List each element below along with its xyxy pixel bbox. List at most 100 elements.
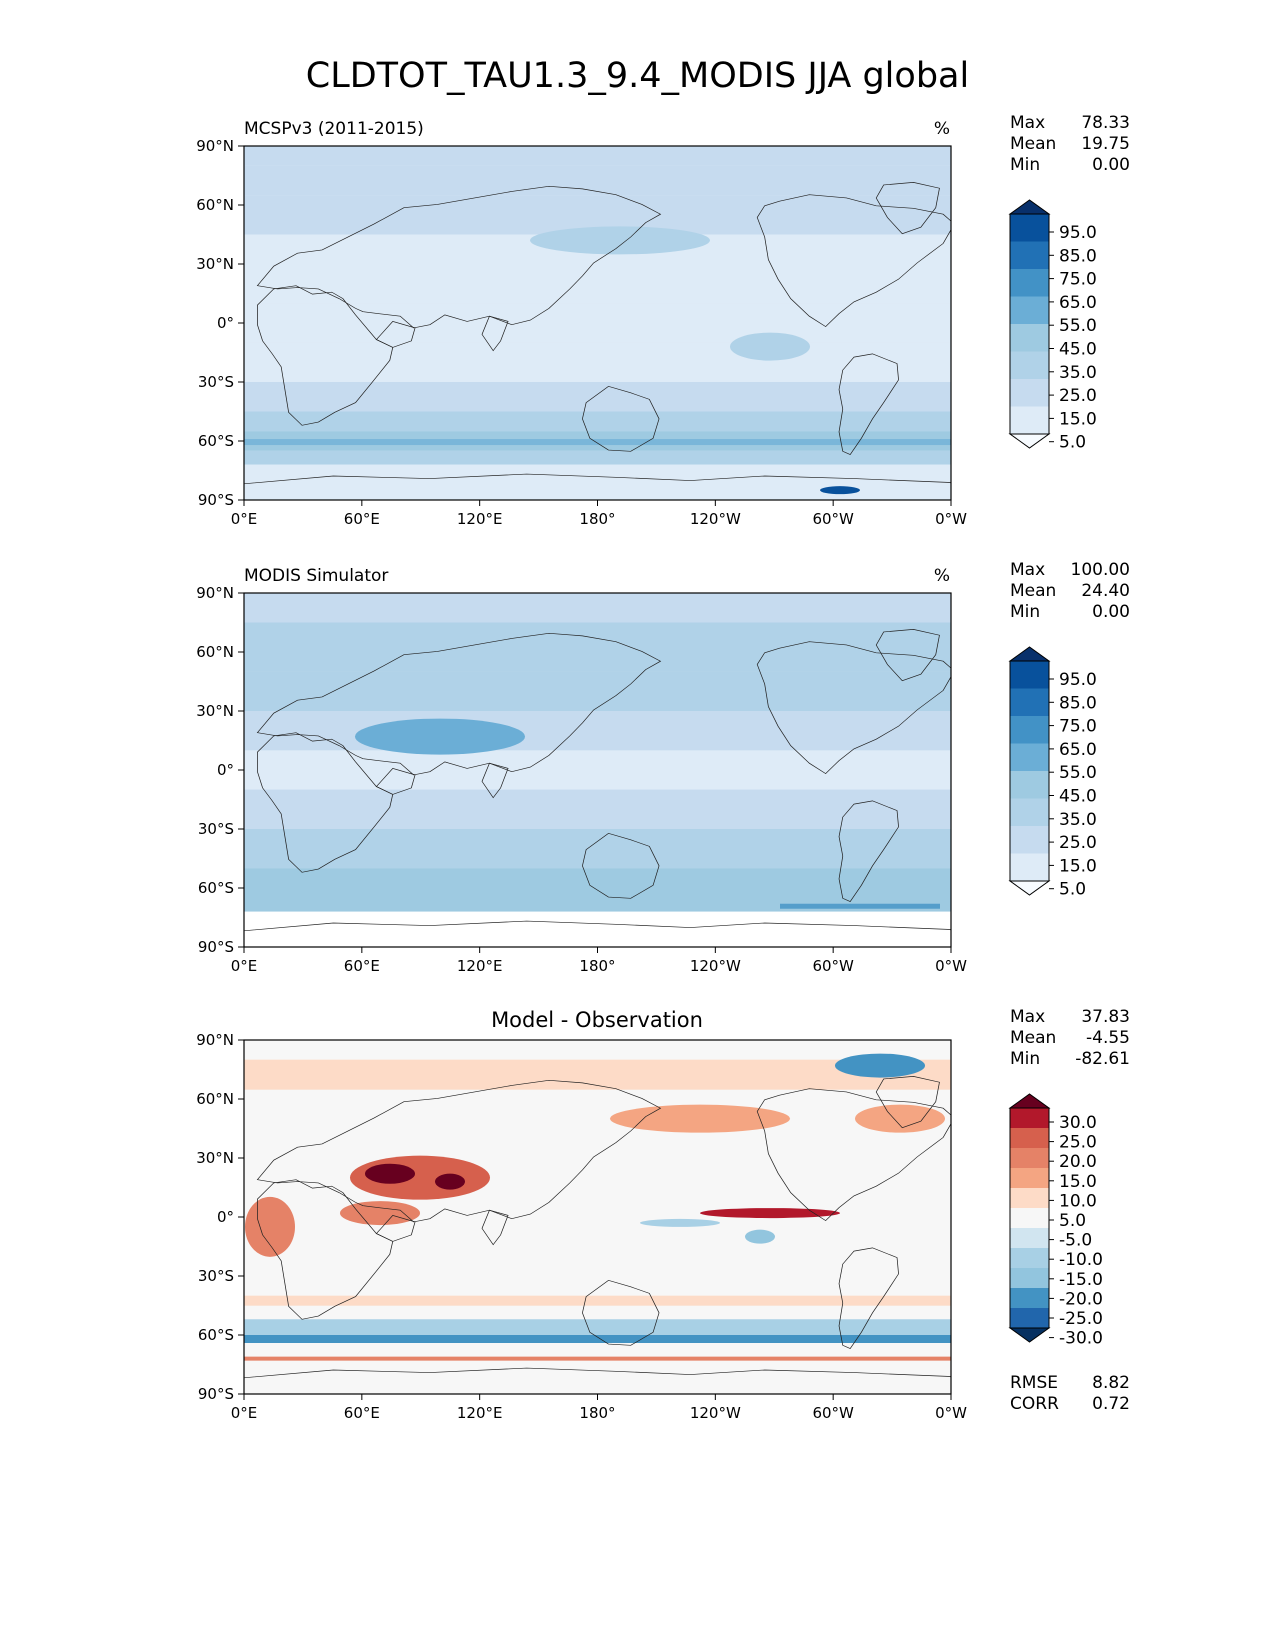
stat-value: -82.61	[1075, 1049, 1130, 1069]
colorbar-segment	[1010, 351, 1049, 380]
x-tick-label: 0°E	[231, 510, 258, 528]
colorbar-tick-label: 65.0	[1059, 293, 1097, 313]
colorbar-segment	[1010, 1228, 1049, 1249]
colorbar-extend-min	[1008, 1327, 1051, 1343]
y-tick-label: 30°N	[196, 1149, 234, 1167]
colorbar-tick-label: 75.0	[1059, 717, 1097, 737]
colorbar-tick-label: 15.0	[1059, 1172, 1097, 1192]
stat-label: Max	[1010, 560, 1045, 580]
colorbar-tick-label: 30.0	[1059, 1113, 1097, 1133]
colorbar-segment	[1010, 324, 1049, 352]
colorbar-segment	[1010, 1168, 1049, 1189]
colorbar-extend-max	[1008, 1093, 1051, 1109]
figure-title: CLDTOT_TAU1.3_9.4_MODIS JJA global	[305, 56, 970, 96]
y-tick-label: 30°S	[198, 373, 234, 391]
y-tick-label: 60°N	[196, 196, 234, 214]
stat-label: Min	[1010, 1049, 1040, 1069]
panel-observation: MCSPv3 (2011-2015) % 0°E 60°E 120°E 180° 120…	[196, 113, 1130, 528]
colorbar-tick-label: -5.0	[1059, 1231, 1092, 1251]
colorbar: 95.0 85.0 75.0 65.0 55.0 45.0 35.0 25.0 15.0 5.0	[1008, 646, 1097, 900]
stat-value: 100.00	[1071, 560, 1130, 580]
stat-label: Min	[1010, 155, 1040, 175]
observation-map	[244, 146, 951, 500]
colorbar-tick-label: 85.0	[1059, 246, 1097, 266]
colorbar-tick-label: -15.0	[1059, 1270, 1103, 1290]
x-tick-label: 60°E	[344, 957, 380, 975]
colorbar-segment	[1010, 743, 1049, 772]
map-axis-ticks: 0°E 60°E 120°E 180° 120°W 60°W 0°W 90°N 60°N 30°N…	[196, 584, 967, 975]
y-tick-label: 90°N	[196, 1031, 234, 1049]
stat-label: Mean	[1010, 134, 1056, 154]
y-tick-label: 60°N	[196, 643, 234, 661]
colorbar-tick-label: -10.0	[1059, 1250, 1103, 1270]
x-tick-label: 120°W	[690, 957, 741, 975]
colorbar-segment	[1010, 771, 1049, 799]
colorbar-tick-label: 5.0	[1059, 880, 1086, 900]
y-tick-label: 90°S	[198, 1385, 234, 1403]
colorbar-segment	[1010, 241, 1049, 270]
model-map	[244, 593, 951, 947]
colorbar-segment	[1010, 406, 1049, 435]
y-tick-label: 60°S	[198, 1326, 234, 1344]
colorbar-segment	[1010, 1268, 1049, 1289]
colorbar-extend-max	[1008, 199, 1051, 215]
stat-value: 37.83	[1081, 1007, 1130, 1027]
colorbar-tick-label: 55.0	[1059, 763, 1097, 783]
colorbar-tick-label: 65.0	[1059, 740, 1097, 760]
panel-title-center: Model - Observation	[491, 1008, 703, 1032]
colorbar-segment	[1010, 269, 1049, 297]
colorbar-segment	[1010, 1288, 1049, 1309]
x-tick-label: 180°	[579, 510, 615, 528]
x-tick-label: 120°E	[457, 1404, 503, 1422]
stats-block: Max 78.33 Mean 19.75 Min 0.00	[1010, 113, 1130, 175]
colorbar-segment	[1010, 826, 1049, 854]
x-tick-label: 120°E	[457, 510, 503, 528]
colorbar-tick-label: 5.0	[1059, 1211, 1086, 1231]
stats-block: Max 37.83 Mean -4.55 Min -82.61	[1010, 1007, 1130, 1069]
y-tick-label: 60°S	[198, 879, 234, 897]
stats-block: Max 100.00 Mean 24.40 Min 0.00	[1010, 560, 1130, 622]
y-tick-label: 30°N	[196, 702, 234, 720]
panel-difference: Model - Observation 0°E 60°E 120°E 180° 120°…	[196, 1007, 1130, 1422]
metric-label: CORR	[1010, 1394, 1059, 1414]
y-tick-label: 30°N	[196, 255, 234, 273]
colorbar-tick-label: 55.0	[1059, 316, 1097, 336]
colorbar-segment	[1010, 1108, 1049, 1129]
stat-value: 78.33	[1081, 113, 1130, 133]
colorbar-tick-label: 75.0	[1059, 270, 1097, 290]
difference-map	[244, 1040, 951, 1394]
colorbar-extend-min	[1008, 433, 1051, 449]
metric-value: 8.82	[1092, 1373, 1130, 1393]
colorbar-extend-min	[1008, 880, 1051, 896]
y-tick-label: 90°N	[196, 584, 234, 602]
stat-value: 24.40	[1081, 581, 1130, 601]
colorbar-tick-label: 20.0	[1059, 1152, 1097, 1172]
x-tick-label: 0°W	[935, 510, 967, 528]
colorbar-segment	[1010, 1148, 1049, 1169]
colorbar-segment	[1010, 1128, 1049, 1149]
colorbar: 95.0 85.0 75.0 65.0 55.0 45.0 35.0 25.0 15.0 5.0	[1008, 199, 1097, 453]
panel-title-left: MODIS Simulator	[244, 566, 388, 586]
metric-value: 0.72	[1092, 1394, 1130, 1414]
panel-units: %	[934, 566, 950, 586]
colorbar-tick-label: 15.0	[1059, 856, 1097, 876]
y-tick-label: 0°	[217, 314, 234, 332]
stat-label: Max	[1010, 113, 1045, 133]
colorbar-segment	[1010, 379, 1049, 407]
x-tick-label: 60°W	[812, 510, 854, 528]
x-tick-label: 120°W	[690, 1404, 741, 1422]
x-tick-label: 60°W	[812, 1404, 854, 1422]
colorbar-segment	[1010, 1308, 1049, 1329]
panel-title-left: MCSPv3 (2011-2015)	[244, 119, 424, 139]
x-tick-label: 180°	[579, 957, 615, 975]
stat-value: 0.00	[1092, 155, 1130, 175]
x-tick-label: 120°E	[457, 957, 503, 975]
colorbar-tick-label: 35.0	[1059, 810, 1097, 830]
metric-label: RMSE	[1010, 1373, 1058, 1393]
colorbar-segment	[1010, 716, 1049, 744]
y-tick-label: 60°S	[198, 432, 234, 450]
colorbar: 30.025.020.015.010.05.0-5.0-10.0-15.0-20…	[1008, 1093, 1103, 1349]
y-tick-label: 60°N	[196, 1090, 234, 1108]
stat-value: -4.55	[1086, 1028, 1130, 1048]
